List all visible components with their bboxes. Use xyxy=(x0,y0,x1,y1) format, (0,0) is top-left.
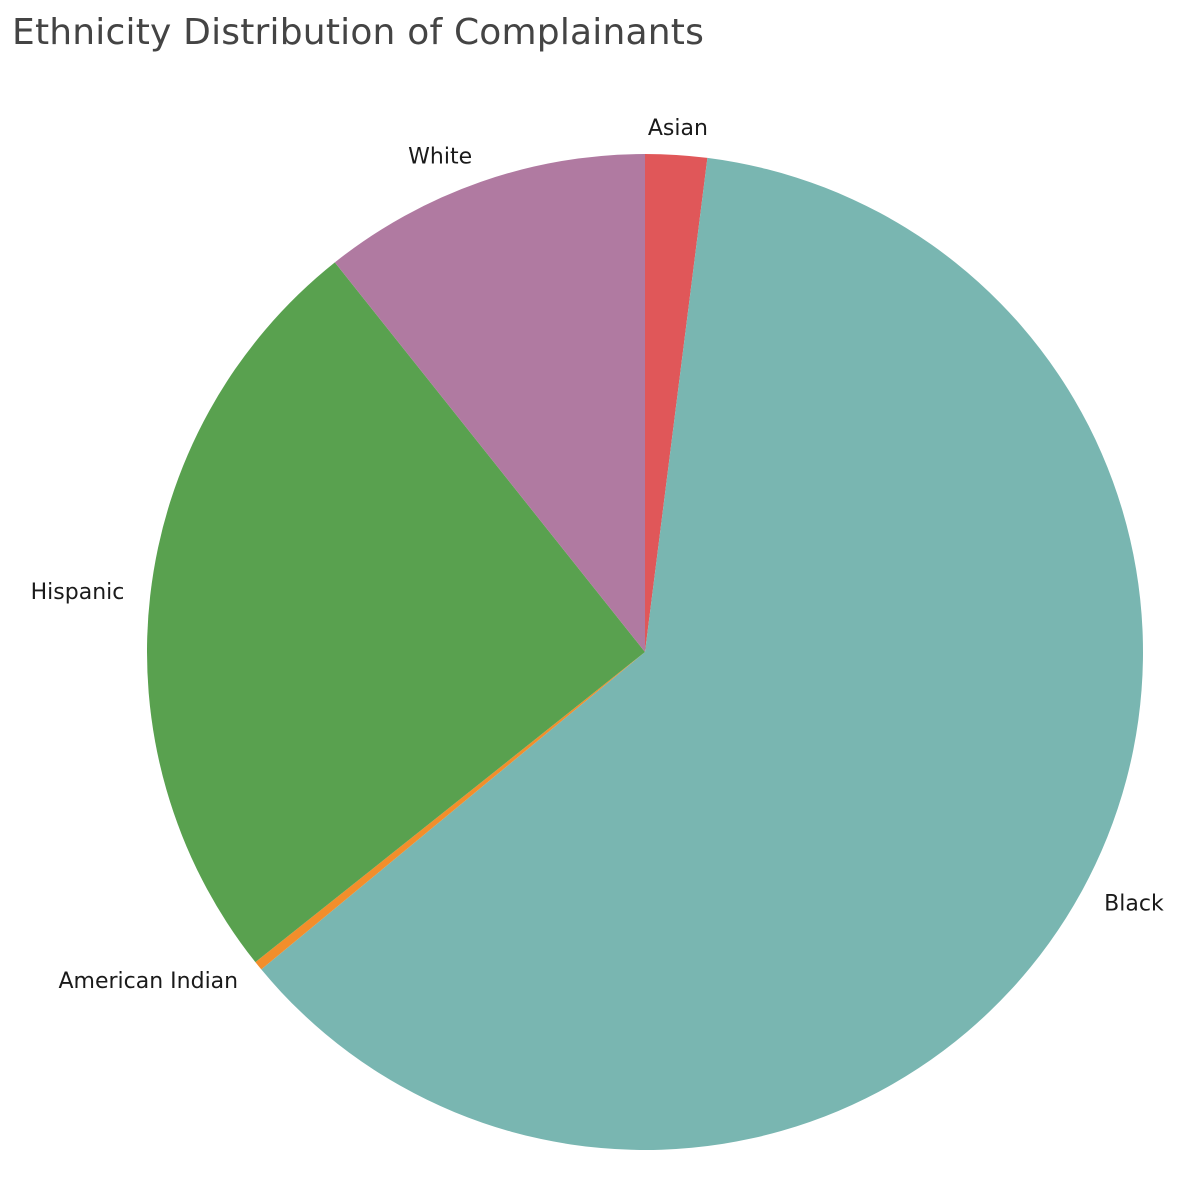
pie-slice-american-indian xyxy=(255,652,645,970)
slice-label-hispanic: Hispanic xyxy=(31,580,125,605)
pie-slice-white xyxy=(334,154,645,652)
chart-title: Ethnicity Distribution of Complainants xyxy=(12,12,705,53)
pie-slice-hispanic xyxy=(147,262,646,963)
slice-label-american-indian: American Indian xyxy=(58,969,238,994)
slice-label-asian: Asian xyxy=(648,116,708,141)
slice-label-black: Black xyxy=(1104,891,1164,916)
pie-labels: Asian Black American Indian Hispanic White xyxy=(31,116,1164,994)
pie-slices xyxy=(147,154,1143,1150)
slice-label-white: White xyxy=(408,144,472,169)
pie-slice-asian xyxy=(645,154,708,652)
pie-slice-black xyxy=(261,157,1143,1150)
